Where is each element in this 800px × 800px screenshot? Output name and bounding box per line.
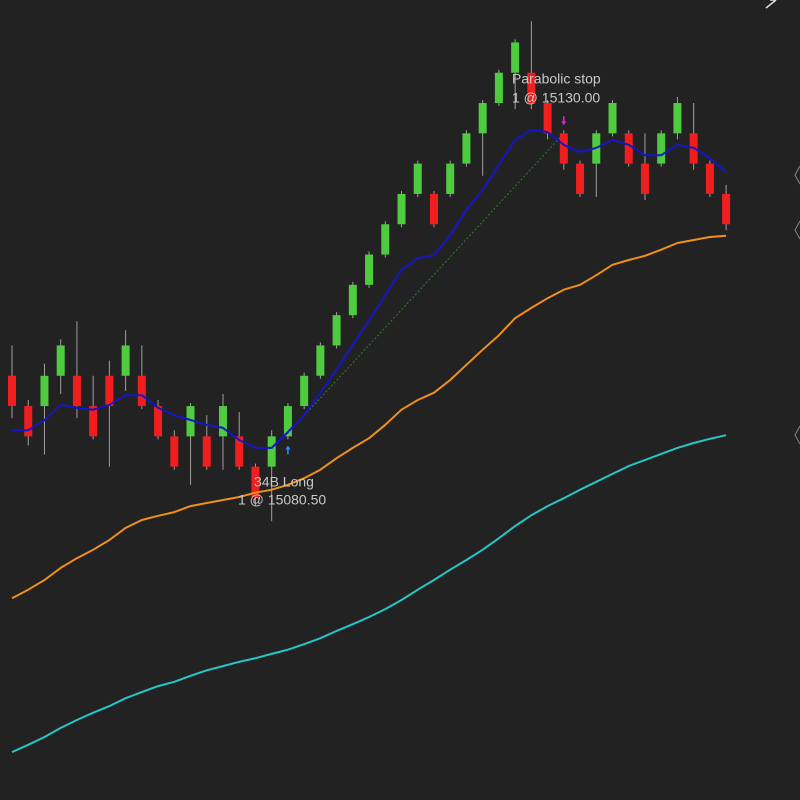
moving-average-line — [11, 234, 727, 600]
trade-label: Parabolic stop — [512, 71, 601, 87]
entry-arrow — [285, 445, 291, 455]
candle-body — [705, 163, 714, 194]
candle-body — [137, 375, 146, 407]
candle-body — [8, 375, 16, 407]
candle-body — [235, 436, 244, 467]
candle-body — [429, 193, 438, 225]
side-handle[interactable] — [794, 220, 800, 240]
exit-arrow — [561, 116, 567, 126]
candle-body — [300, 375, 309, 407]
candle-body — [316, 345, 325, 376]
candle-body — [154, 406, 163, 437]
plot-area: 34B Long 1 @ 15080.50 Parabolic stop 1 @ 15… — [8, 21, 731, 754]
candle-body — [56, 345, 65, 376]
candle-body — [251, 466, 260, 497]
candle-body — [640, 163, 649, 194]
candle-body — [332, 315, 341, 346]
candle-body — [365, 254, 374, 285]
candle-body — [478, 103, 487, 134]
candle-body — [105, 375, 114, 407]
candle-body — [559, 133, 568, 164]
candle-body — [722, 193, 731, 225]
candle-body — [267, 436, 276, 467]
moving-average-line — [11, 434, 727, 754]
candle-body — [283, 406, 292, 437]
candle-body — [89, 406, 98, 437]
candle-body — [348, 284, 357, 316]
candle-body — [413, 163, 422, 194]
candle-body — [446, 163, 455, 194]
candle-body — [657, 133, 666, 164]
candle-body — [381, 224, 390, 255]
candle-body — [397, 193, 406, 225]
candle-body — [576, 163, 585, 194]
side-handle[interactable] — [794, 165, 800, 185]
side-handle[interactable] — [794, 425, 800, 445]
trade-label: 34B Long — [254, 474, 314, 490]
candle-body — [40, 375, 49, 407]
candle-body — [72, 375, 81, 407]
candle-body — [186, 406, 195, 437]
trade-detail: 1 @ 15130.00 — [512, 90, 600, 106]
candle-body — [624, 133, 633, 164]
candle-body — [494, 72, 503, 104]
candle-body — [511, 42, 520, 73]
candle-body — [202, 436, 211, 467]
corner-arrow[interactable] — [765, 0, 777, 9]
candle-body — [218, 406, 227, 437]
candle-body — [673, 103, 682, 134]
candle-body — [170, 436, 179, 467]
moving-average-line — [12, 128, 727, 449]
candle-body — [462, 133, 471, 164]
trade-detail: 1 @ 15080.50 — [238, 492, 326, 508]
candle-body — [24, 406, 33, 437]
candle-body — [527, 72, 536, 104]
candle-body — [608, 103, 617, 134]
candle-body — [543, 103, 552, 134]
candle-body — [121, 345, 130, 376]
